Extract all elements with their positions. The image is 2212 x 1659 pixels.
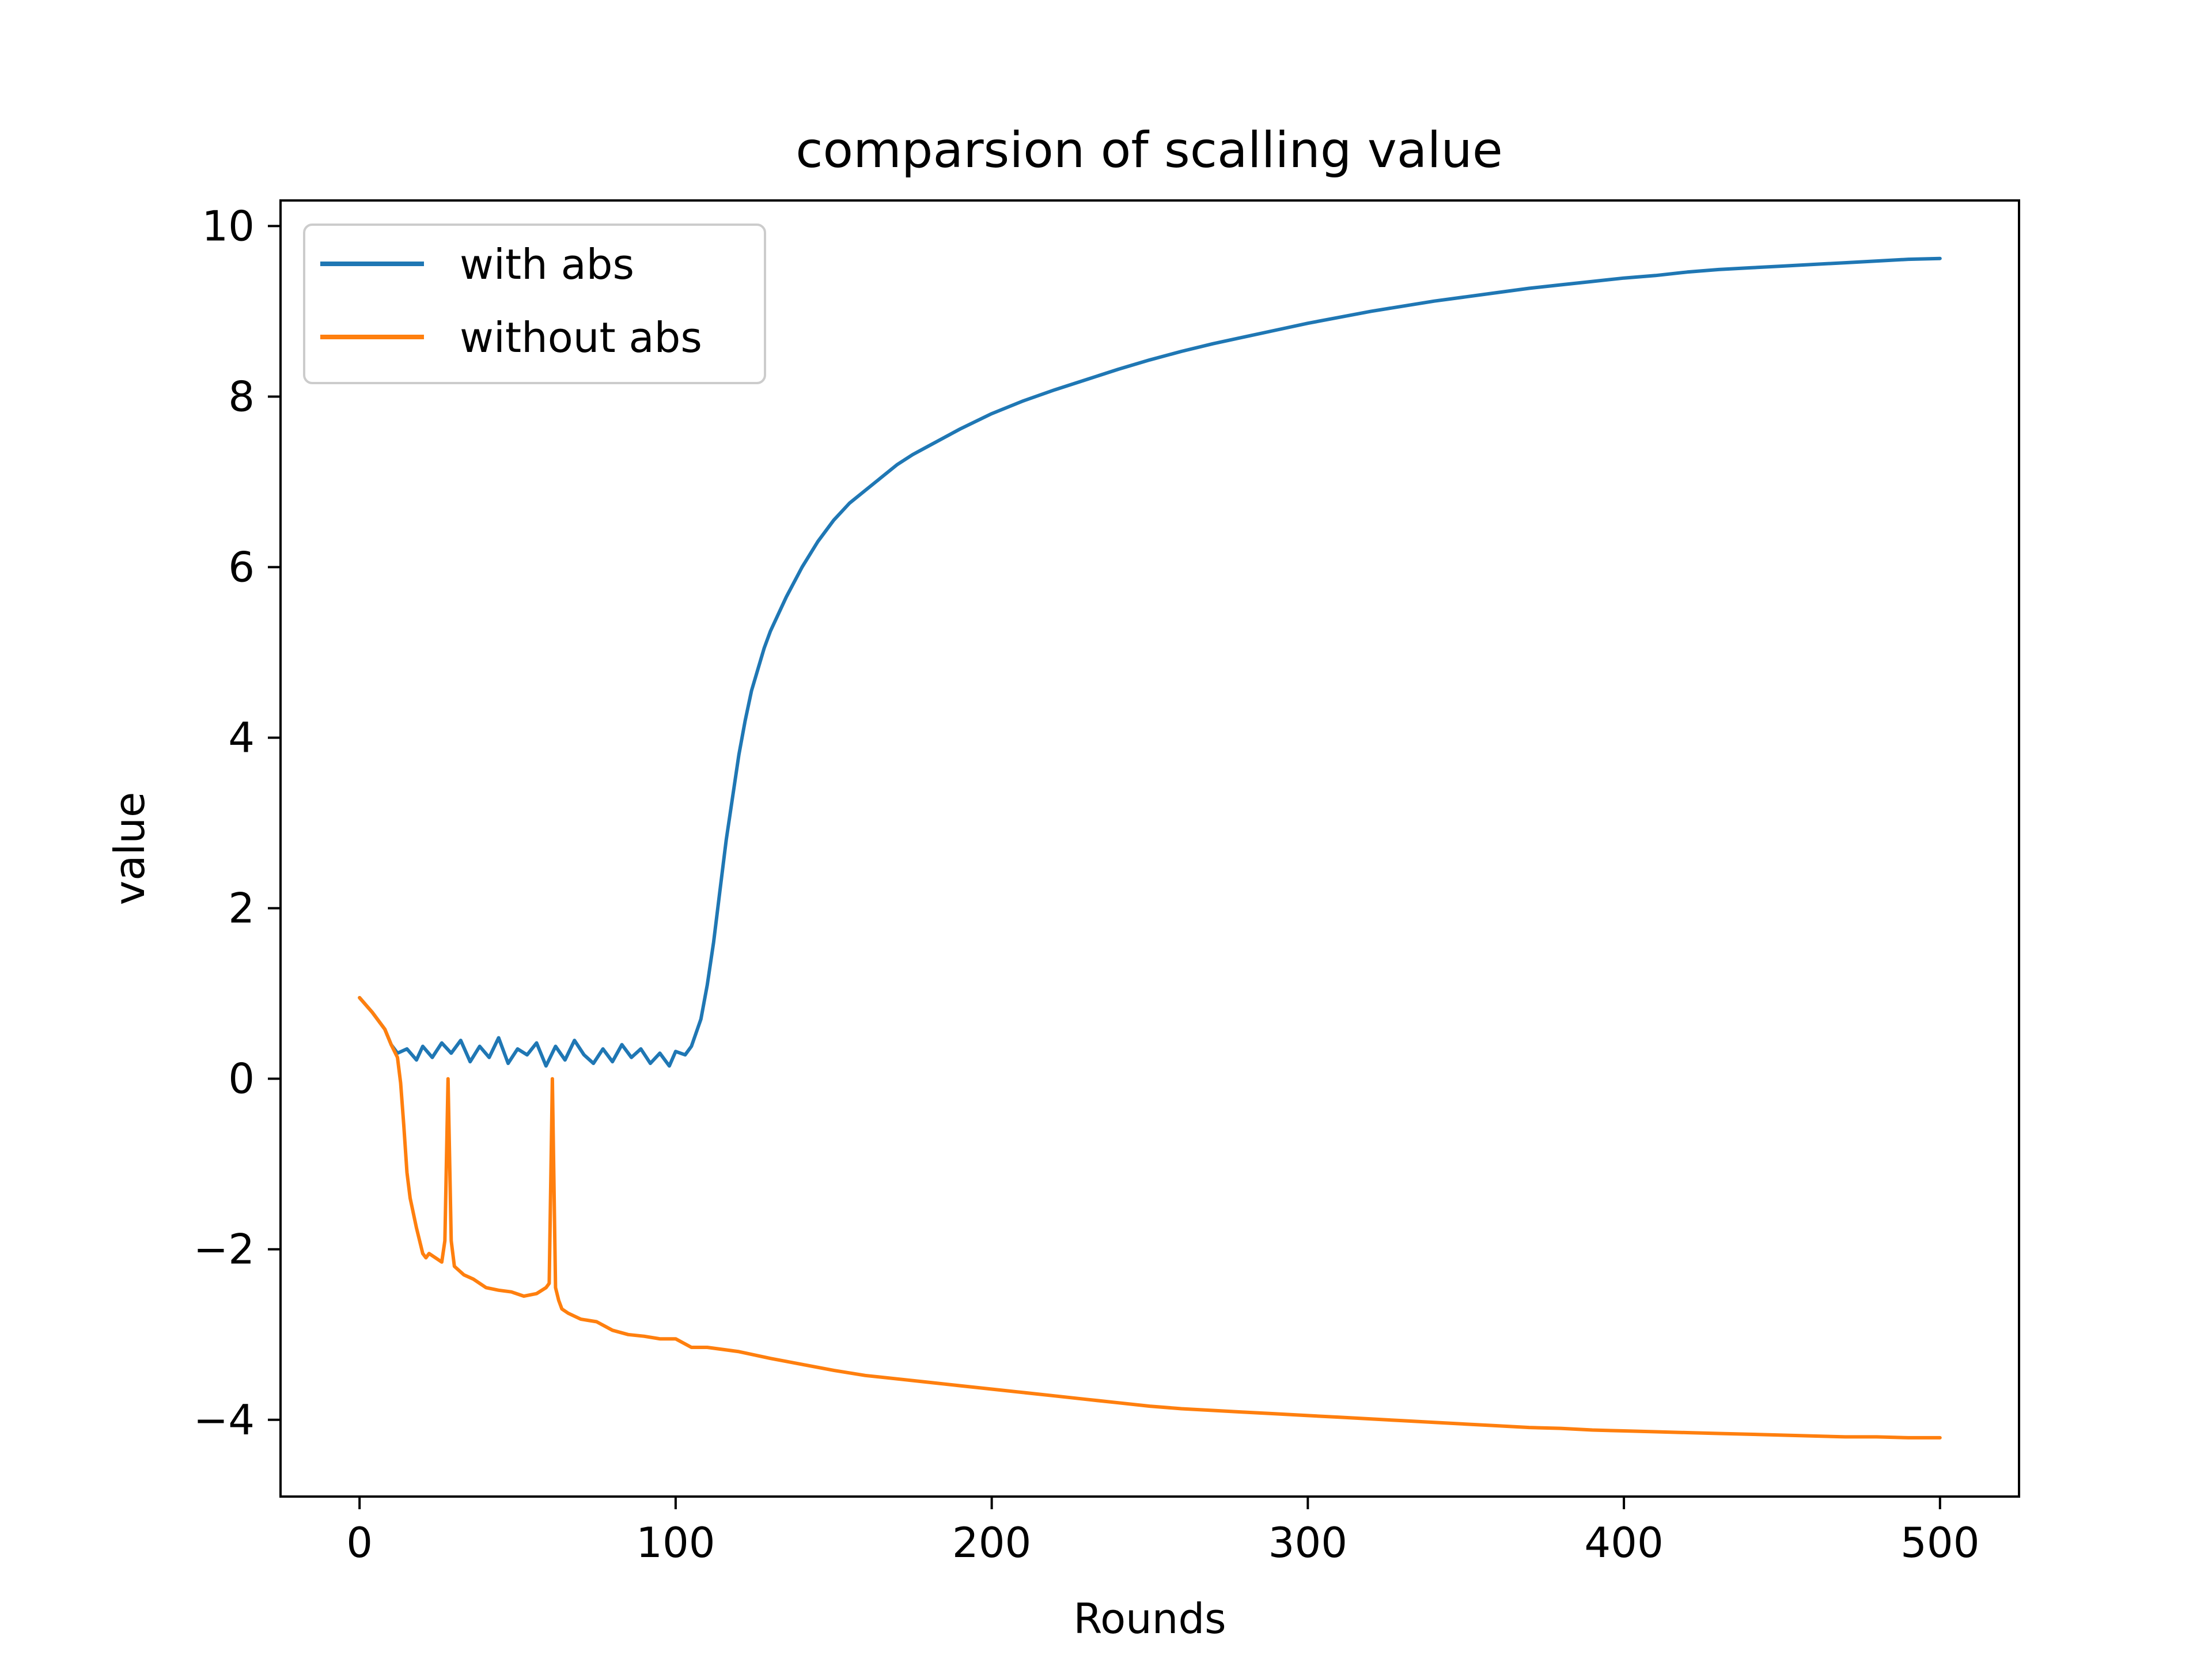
y-tick-label: 10	[202, 202, 255, 250]
legend-label-without-abs: without abs	[460, 313, 702, 362]
y-axis: −4 −2 0 2 4 6 8 10	[194, 202, 281, 1444]
y-tick-label: 8	[228, 372, 255, 421]
x-axis-label: Rounds	[1073, 1594, 1226, 1643]
y-tick-label: 6	[228, 543, 255, 592]
x-tick-label: 500	[1900, 1518, 1979, 1567]
x-tick-label: 200	[952, 1518, 1031, 1567]
y-tick-label: 0	[228, 1055, 255, 1103]
series-line-without-abs	[358, 996, 1942, 1440]
y-tick-label: 4	[228, 714, 255, 762]
plot-frame	[279, 199, 2020, 1498]
y-axis-label: value	[105, 792, 154, 906]
x-axis: 0 100 200 300 400 500	[346, 1497, 1980, 1567]
x-tick-label: 0	[346, 1518, 373, 1567]
series-layer	[358, 256, 1942, 1440]
x-tick-label: 100	[636, 1518, 715, 1567]
y-tick-label: −4	[194, 1396, 255, 1444]
series-line-with-abs	[358, 256, 1942, 1068]
chart-title: comparsion of scalling value	[796, 122, 1503, 179]
legend: with abs without abs	[303, 224, 766, 384]
y-tick-label: 2	[228, 884, 255, 933]
x-tick-label: 400	[1584, 1518, 1663, 1567]
x-tick-label: 300	[1268, 1518, 1347, 1567]
legend-label-with-abs: with abs	[460, 240, 634, 289]
y-tick-label: −2	[194, 1225, 255, 1274]
